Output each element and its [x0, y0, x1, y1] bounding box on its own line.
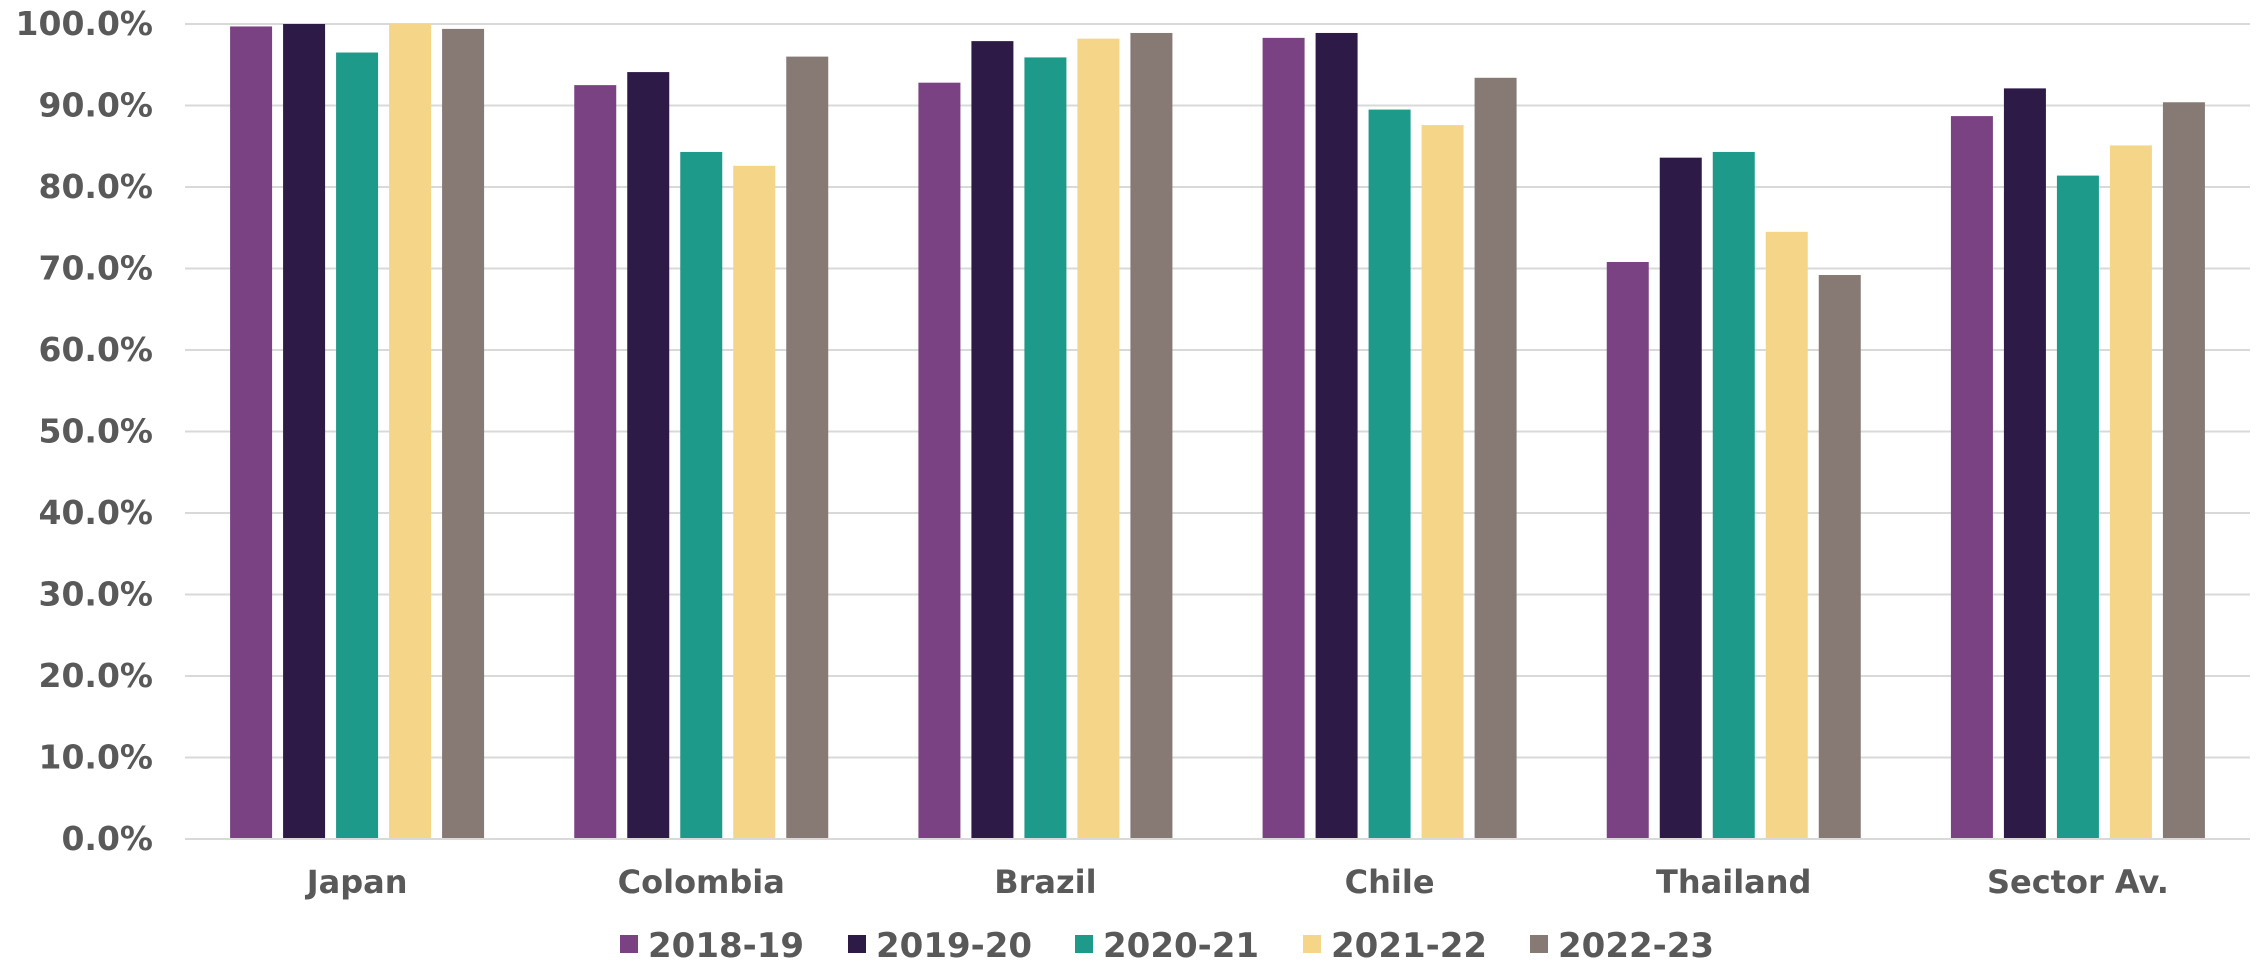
bar [1315, 32, 1358, 839]
bar [2056, 175, 2099, 840]
legend-label: 2018-19 [648, 926, 804, 961]
bar [627, 72, 670, 839]
y-tick-label: 0.0% [61, 819, 153, 858]
legend-label: 2022-23 [1558, 926, 1714, 961]
legend-label: 2019-20 [876, 926, 1032, 961]
y-tick-label: 10.0% [39, 738, 154, 777]
legend-swatch [1530, 935, 1548, 953]
bar [1606, 261, 1649, 840]
y-tick-label: 30.0% [39, 575, 154, 614]
bar [971, 41, 1014, 840]
y-tick-label: 20.0% [39, 656, 154, 695]
x-category-label: Colombia [618, 863, 785, 901]
bar [230, 26, 273, 839]
x-category-label: Sector Av. [1987, 863, 2169, 901]
legend: 2018-19 2019-20 2020-21 2021-22 2022-23 [620, 926, 1714, 961]
legend-swatch [848, 935, 866, 953]
x-category-label: Japan [305, 863, 408, 901]
legend-label: 2021-22 [1331, 926, 1487, 961]
y-tick-label: 100.0% [16, 4, 153, 43]
legend-swatch [1303, 935, 1321, 953]
bars [230, 24, 2205, 840]
bar [1421, 125, 1464, 839]
bar [1368, 109, 1411, 839]
bar [574, 85, 617, 839]
bar [2003, 88, 2046, 839]
bar [336, 52, 379, 839]
y-tick-label: 80.0% [39, 167, 154, 206]
y-tick-label: 60.0% [39, 330, 154, 369]
bar [2162, 102, 2205, 840]
y-tick-label: 90.0% [39, 86, 154, 125]
bar [680, 151, 723, 839]
legend-swatch [1075, 935, 1093, 953]
bar [918, 82, 961, 840]
x-axis-category-labels: Japan Colombia Brazil Chile Thailand Sector A… [305, 863, 2169, 901]
y-axis-tick-labels: 0.0% 10.0% 20.0% 30.0% 40.0% 50.0% 60.0% 70.0% 8… [16, 4, 153, 858]
y-tick-label: 50.0% [39, 412, 154, 451]
bar [786, 56, 829, 840]
bar [1077, 38, 1120, 840]
bar [283, 24, 326, 839]
x-category-label: Thailand [1656, 863, 1811, 901]
y-tick-label: 70.0% [39, 249, 154, 288]
legend-swatch [620, 935, 638, 953]
bar [1765, 231, 1808, 839]
bar [733, 165, 776, 839]
bar [1474, 77, 1517, 840]
bar [1818, 275, 1861, 839]
bar [1024, 57, 1067, 840]
gridlines [185, 23, 2250, 759]
legend-label: 2020-21 [1103, 926, 1259, 961]
y-tick-label: 40.0% [39, 493, 154, 532]
x-category-label: Brazil [994, 863, 1096, 901]
x-category-label: Chile [1345, 863, 1435, 901]
bar [389, 24, 432, 839]
bar [1130, 32, 1173, 839]
bar [1262, 37, 1305, 840]
bar [442, 28, 485, 839]
bar [2109, 145, 2152, 839]
bar [1712, 151, 1755, 839]
bar [1659, 157, 1702, 839]
bar [1950, 116, 1993, 840]
